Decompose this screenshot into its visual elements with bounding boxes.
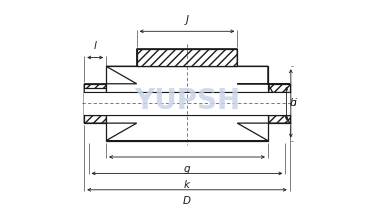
Polygon shape [268, 115, 290, 123]
Polygon shape [237, 84, 268, 92]
Polygon shape [106, 115, 137, 123]
Text: J: J [186, 15, 188, 25]
Text: i: i [294, 98, 297, 108]
Polygon shape [84, 115, 106, 123]
Polygon shape [137, 49, 237, 66]
Polygon shape [237, 115, 268, 123]
Text: D: D [183, 196, 191, 206]
Text: b: b [289, 98, 296, 108]
Polygon shape [268, 84, 290, 92]
Text: l: l [94, 41, 96, 51]
Text: g: g [184, 163, 190, 174]
Polygon shape [84, 84, 106, 88]
Text: k: k [184, 180, 190, 190]
Polygon shape [106, 84, 137, 92]
Polygon shape [84, 92, 290, 115]
Text: YUPSH: YUPSH [134, 87, 240, 115]
Polygon shape [106, 66, 268, 141]
